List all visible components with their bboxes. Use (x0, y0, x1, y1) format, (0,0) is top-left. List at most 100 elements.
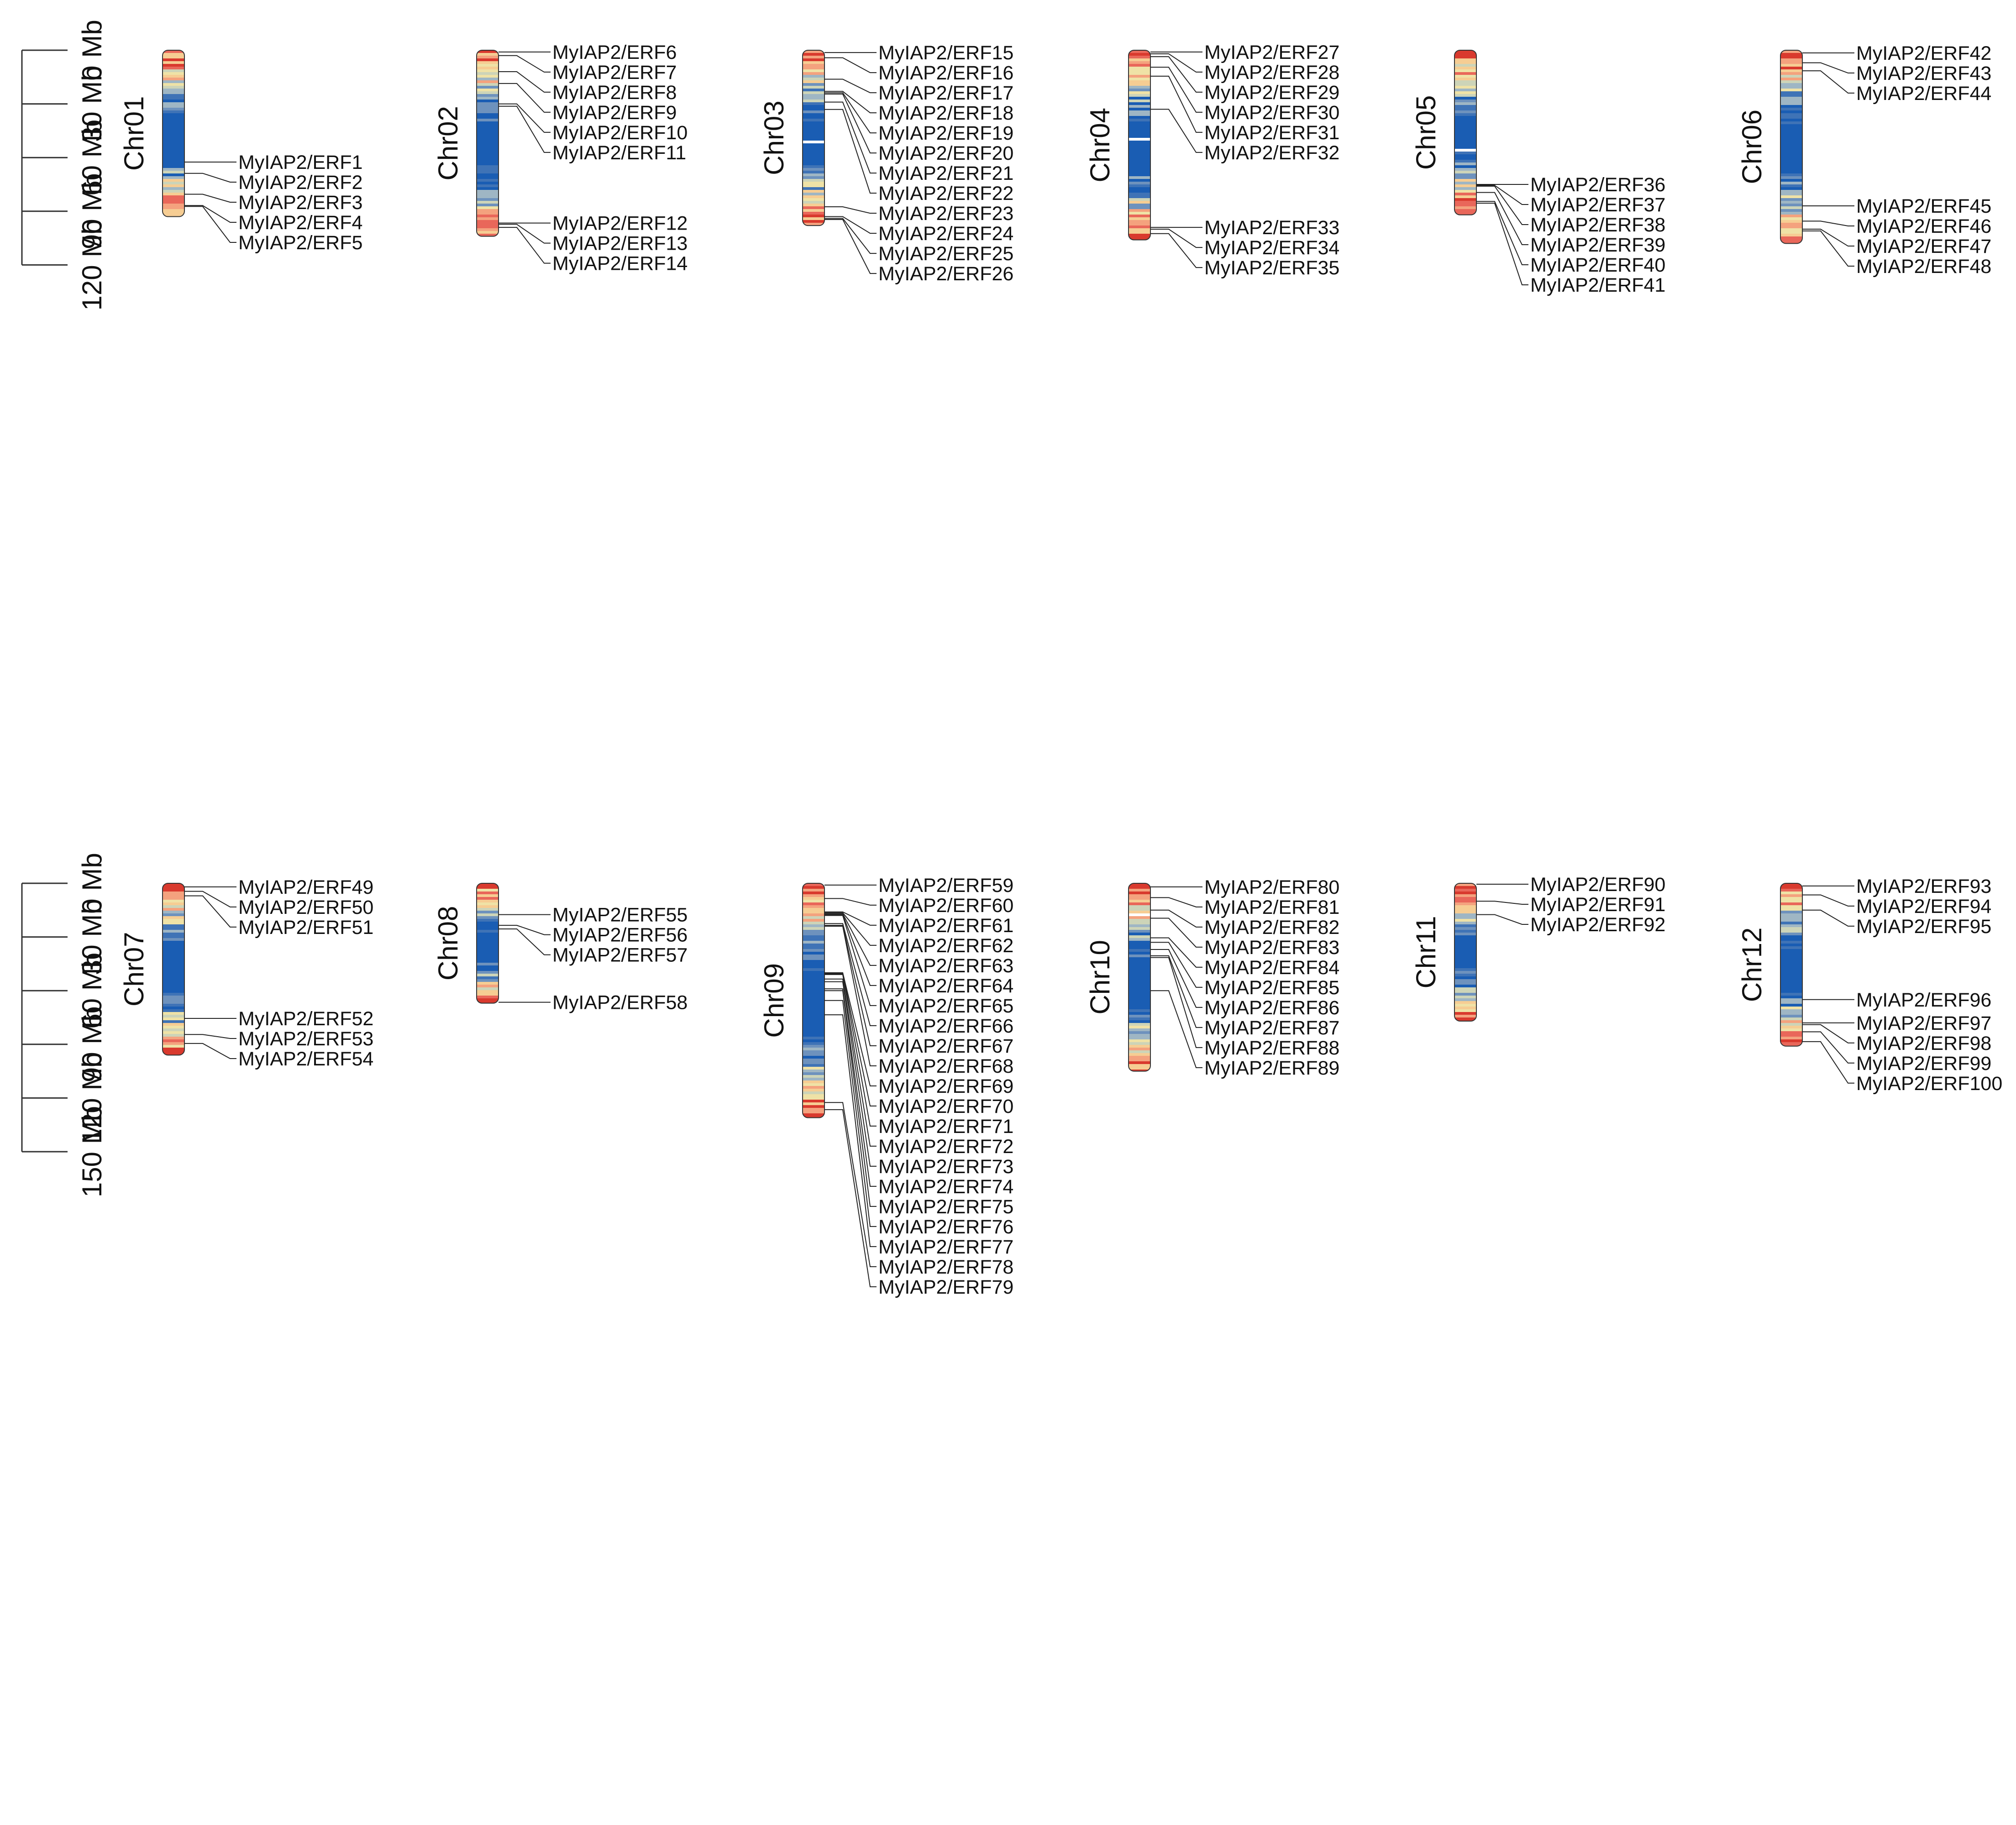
density-band (803, 883, 824, 886)
density-band (1780, 91, 1802, 94)
density-band (163, 135, 184, 138)
density-band (163, 143, 184, 147)
density-band (803, 1102, 824, 1106)
density-band (803, 952, 824, 955)
density-band (803, 1007, 824, 1010)
density-band (163, 976, 184, 980)
density-band (803, 924, 824, 928)
gene-marker: MyIAP2/ERF95 (1802, 909, 1991, 938)
density-band (803, 1086, 824, 1089)
density-band (803, 935, 824, 939)
density-band (1129, 132, 1150, 136)
gene-label: MyIAP2/ERF54 (238, 1048, 373, 1070)
density-band (1454, 971, 1476, 974)
density-band (1129, 933, 1150, 936)
density-band (803, 908, 824, 911)
chromosome-label: Chr07 (119, 932, 149, 1006)
density-band (1780, 1042, 1802, 1045)
gene-label: MyIAP2/ERF20 (878, 142, 1013, 164)
density-band (1129, 193, 1150, 196)
density-band (163, 971, 184, 974)
density-band (1129, 976, 1150, 980)
density-band (163, 886, 184, 889)
gene-marker: MyIAP2/ERF57 (499, 928, 688, 966)
density-band (1780, 217, 1802, 220)
density-band (803, 1094, 824, 1097)
density-bands (1129, 50, 1150, 240)
density-bands (1454, 883, 1476, 1021)
density-band (477, 56, 499, 59)
density-band (477, 924, 499, 928)
density-band (163, 1009, 184, 1012)
chromosome-outline (476, 50, 499, 237)
density-band (1780, 1001, 1802, 1004)
density-band (1454, 204, 1476, 207)
density-band (163, 110, 184, 114)
density-band (163, 1048, 184, 1051)
chromosome-label: Chr05 (1411, 95, 1441, 170)
chromosome-outline (162, 50, 185, 217)
density-bands (803, 883, 824, 1118)
density-band (803, 1111, 824, 1114)
gene-label: MyIAP2/ERF23 (878, 203, 1013, 225)
gene-marker: MyIAP2/ERF36 (1476, 174, 1665, 196)
density-band (803, 50, 824, 53)
density-band (1454, 113, 1476, 116)
gene-leader-line (1150, 75, 1202, 133)
density-band (163, 1004, 184, 1007)
gene-marker: MyIAP2/ERF52 (184, 1008, 373, 1030)
gene-marker: MyIAP2/ERF9 (499, 83, 677, 124)
density-band (1129, 935, 1150, 939)
scale-tick-label: 30 Mb (77, 66, 107, 142)
density-band (803, 97, 824, 100)
gene-marker: MyIAP2/ERF37 (1476, 184, 1665, 216)
gene-marker: MyIAP2/ERF28 (1150, 53, 1339, 84)
density-band (1454, 102, 1476, 105)
density-band (803, 184, 824, 188)
density-band (1780, 67, 1802, 70)
gene-label: MyIAP2/ERF3 (238, 192, 362, 214)
gene-marker: MyIAP2/ERF7 (499, 55, 677, 84)
density-band (1780, 1026, 1802, 1029)
density-band (477, 187, 499, 190)
density-band (163, 105, 184, 108)
density-band (1129, 1031, 1150, 1034)
gene-label: MyIAP2/ERF18 (878, 102, 1013, 124)
gene-marker: MyIAP2/ERF92 (1476, 914, 1665, 936)
density-band (163, 954, 184, 958)
density-band (803, 94, 824, 97)
density-band (1780, 171, 1802, 174)
density-band (477, 223, 499, 226)
scale-tick-label: 30 Mb (77, 899, 107, 975)
density-band (1129, 198, 1150, 201)
density-band (1454, 193, 1476, 196)
density-band (1454, 83, 1476, 86)
chromosomes: Chr01 MyIAP2/ERF1MyIAP2/ERF2MyIAP2/ERF3My… (119, 42, 2002, 1298)
density-band (803, 911, 824, 914)
density-band (1780, 963, 1802, 966)
density-band (1129, 184, 1150, 188)
density-band (1129, 171, 1150, 174)
density-band (1454, 949, 1476, 952)
density-band (1780, 165, 1802, 168)
density-band (1129, 100, 1150, 103)
density-band (1780, 1037, 1802, 1040)
gene-leader-line (824, 91, 877, 114)
density-band (163, 919, 184, 922)
density-band (477, 190, 499, 193)
density-band (1780, 201, 1802, 204)
gene-leader-line (1150, 942, 1202, 988)
density-band (1129, 228, 1150, 231)
density-band (1129, 1064, 1150, 1067)
density-band (1780, 1012, 1802, 1015)
gene-marker: MyIAP2/ERF70 (824, 973, 1013, 1117)
density-band (1780, 209, 1802, 212)
density-band (1129, 982, 1150, 985)
density-band (803, 1113, 824, 1117)
gene-leader-line (1476, 914, 1528, 925)
gene-label: MyIAP2/ERF4 (238, 212, 362, 234)
gene-leader-line (824, 925, 877, 1046)
density-band (1129, 110, 1150, 114)
density-band (477, 234, 499, 236)
density-band (163, 168, 184, 171)
